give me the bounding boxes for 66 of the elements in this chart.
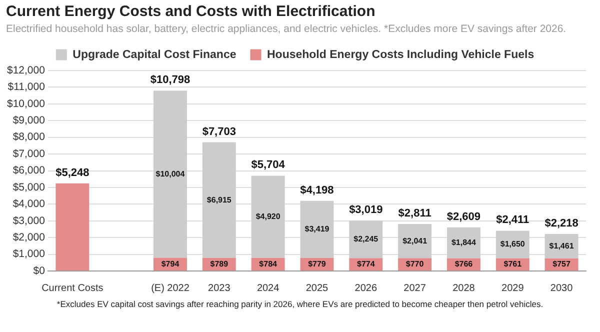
total-label: $2,609: [446, 210, 481, 223]
total-label: $3,019: [349, 204, 383, 216]
data-label: $10,004: [156, 169, 186, 178]
total-label: $10,798: [150, 74, 190, 86]
data-label: $789: [210, 259, 229, 268]
total-label: $5,704: [251, 159, 286, 172]
bar: [251, 176, 285, 258]
data-label: $2,041: [402, 236, 428, 246]
y-tick-label: $3,000: [12, 214, 46, 227]
bar: [496, 230, 530, 258]
total-label: $2,411: [496, 214, 530, 226]
y-tick-label: $2,000: [12, 231, 46, 244]
bar: [154, 90, 187, 258]
y-tick-label: $9,000: [12, 114, 46, 127]
y-tick-label: $4,000: [12, 198, 46, 210]
x-tick-label: Current Costs: [42, 282, 104, 294]
data-label: $770: [406, 260, 424, 269]
x-tick-label: 2025: [306, 282, 329, 294]
x-tick-label: 2024: [256, 282, 280, 294]
data-label: $794: [161, 259, 180, 268]
y-tick-label: $11,000: [8, 81, 46, 94]
data-label: $4,920: [256, 212, 281, 221]
legend-label: Upgrade Capital Cost Finance: [72, 48, 236, 61]
data-label: $757: [552, 260, 571, 269]
y-tick-label: $7,000: [12, 148, 46, 160]
x-tick-label: 2023: [208, 282, 231, 294]
legend-label: Household Energy Costs Including Vehicle Fuels: [266, 48, 534, 61]
data-label: $1,844: [451, 238, 476, 247]
x-tick-label: 2028: [452, 282, 476, 294]
total-label: $2,811: [398, 208, 432, 220]
data-label: $3,419: [304, 224, 330, 234]
bar: [398, 224, 432, 258]
x-tick-label: 2026: [354, 282, 378, 294]
bar: [544, 234, 578, 258]
chart-subtitle: Electrified household has solar, battery, electric appliances, and electric vehicles. *Excludes more EV savings after 2026.: [6, 23, 568, 35]
chart-title: Current Energy Costs and Costs with Electrification: [6, 3, 376, 20]
x-tick-label: (E) 2022: [151, 282, 190, 294]
total-label: $2,218: [544, 217, 578, 230]
data-label: $784: [259, 259, 278, 268]
bar: [349, 220, 383, 258]
y-tick-label: $0: [33, 264, 46, 277]
x-tick-label: 2029: [502, 282, 524, 294]
text: *Excludes EV capital cost savings after reaching parity in 2026, where EVs are predicted to become cheaper then petrol vehicles.: [56, 299, 544, 309]
y-tick-label: $5,000: [12, 181, 46, 194]
total-label: $7,703: [202, 126, 236, 138]
bar: [56, 183, 90, 270]
x-tick-label: 2030: [550, 282, 574, 294]
data-label: $766: [454, 260, 474, 269]
x-tick-label: 2027: [404, 282, 426, 294]
data-label: $6,915: [206, 195, 232, 204]
bar: [446, 227, 480, 258]
data-label: $779: [308, 259, 326, 268]
y-tick-label: $6,000: [12, 164, 46, 177]
data-label: $761: [504, 260, 522, 269]
total-label: $4,198: [300, 184, 334, 196]
data-label: $774: [356, 259, 376, 268]
y-tick-label: $8,000: [12, 131, 46, 144]
data-label: $1,650: [500, 240, 526, 249]
y-tick-label: $12,000: [6, 64, 46, 76]
data-label: $2,245: [354, 234, 379, 244]
y-tick-label: $10,000: [6, 98, 46, 110]
bar: [202, 142, 236, 258]
y-tick-label: $1,000: [12, 248, 46, 260]
total-label: $5,248: [56, 166, 90, 179]
data-label: $1,461: [549, 241, 574, 250]
bar: [300, 200, 334, 258]
